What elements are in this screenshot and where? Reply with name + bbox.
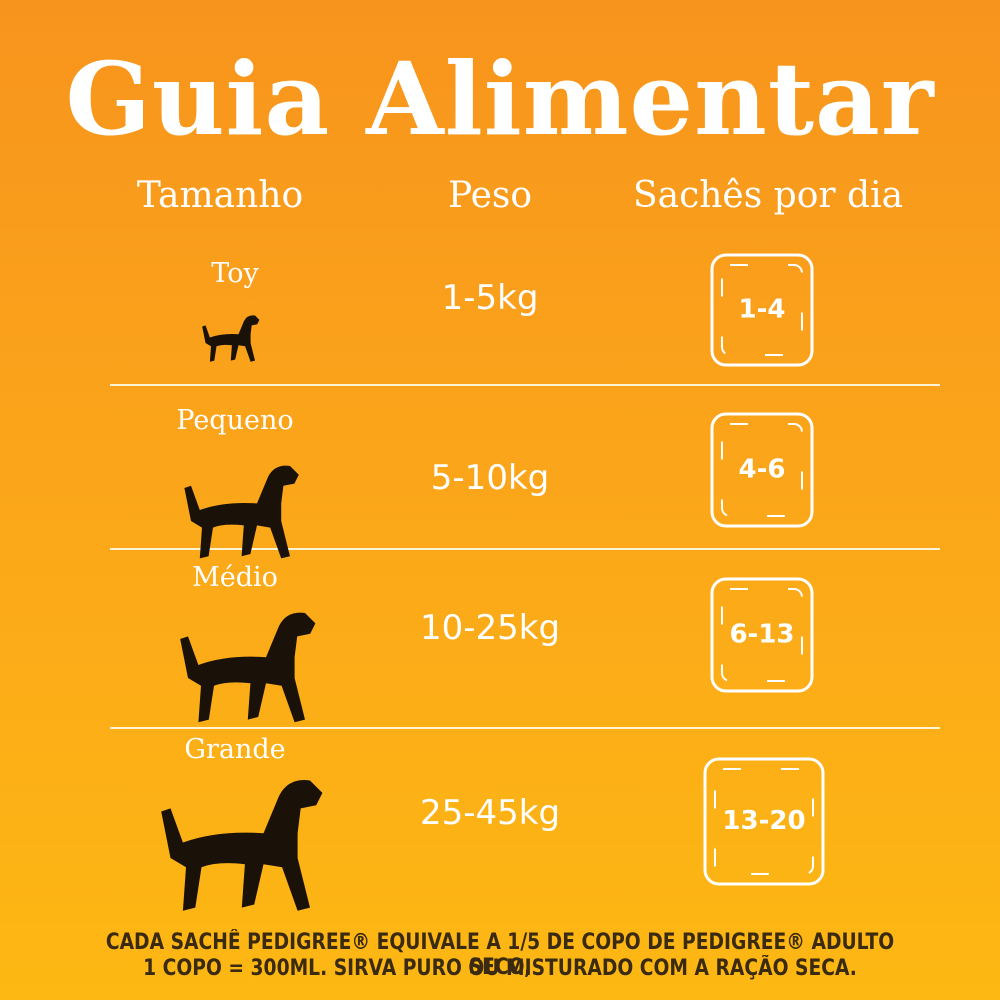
footnote: CADA SACHÊ PEDIGREE® EQUIVALE A 1/5 DE C… [105, 930, 895, 980]
separator [110, 384, 940, 386]
footnote: 1 COPO = 300ML. SIRVA PURO OU MISTURADO … [143, 956, 857, 981]
dog-icon [161, 780, 323, 911]
dog-icon [202, 315, 260, 362]
sachets-per-day: 1-4 [739, 295, 786, 325]
weight: 25-45kg [419, 793, 561, 833]
column-header: Sachês por dia [632, 175, 904, 216]
size-label: Toy [211, 258, 259, 289]
sachet-icon: 4-6 [710, 412, 814, 528]
size-label: Grande [184, 734, 286, 765]
column-header: Peso [447, 175, 533, 216]
sachets-per-day: 13-20 [722, 806, 805, 836]
weight: 10-25kg [419, 608, 561, 648]
title: Guia Alimentar [65, 40, 935, 158]
sachet-icon: 1-4 [710, 253, 814, 367]
sachet-icon: 6-13 [710, 577, 814, 693]
weight: 1-5kg [441, 278, 539, 318]
separator [110, 548, 940, 550]
column-header: Tamanho [136, 175, 304, 216]
dog-icon [180, 612, 316, 723]
sachets-per-day: 6-13 [729, 620, 794, 650]
separator [110, 727, 940, 729]
size-label: Pequeno [176, 405, 294, 436]
sachets-per-day: 4-6 [739, 455, 786, 485]
dog-icon [184, 465, 299, 559]
weight: 5-10kg [430, 458, 550, 498]
size-label: Médio [192, 562, 278, 593]
sachet-icon: 13-20 [703, 757, 825, 886]
